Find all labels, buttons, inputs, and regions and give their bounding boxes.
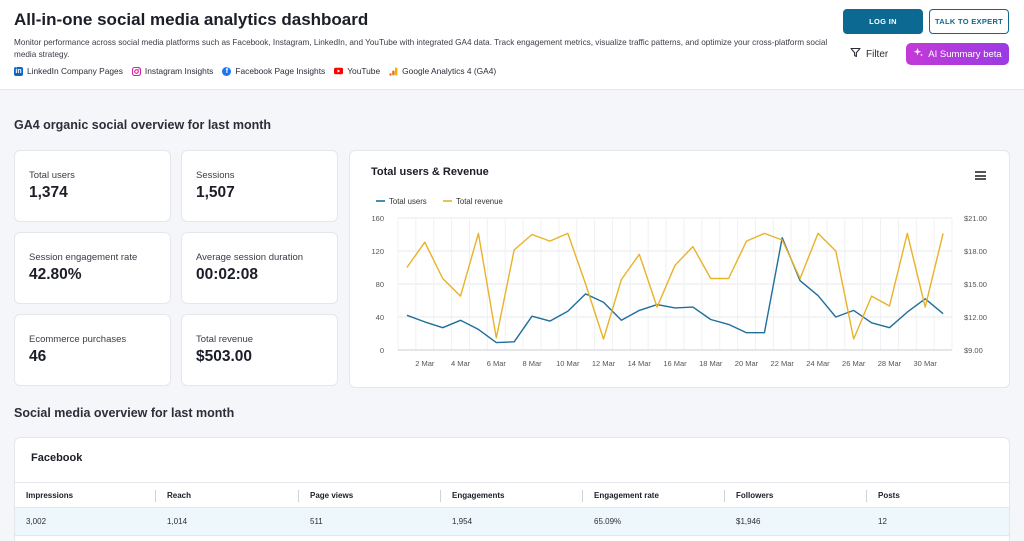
table-cell: 1,954 [452,517,473,526]
ai-summary-label: AI Summary beta [928,48,1002,60]
column-header[interactable]: Engagements [452,490,505,500]
x-tick-label: 4 Mar [451,359,471,368]
table-row: 3,002 1,014 511 1,954 65.09% $1,946 12 [15,508,1009,536]
x-tick-label: 10 Mar [556,359,580,368]
kpi-card-total-users: Total users 1,374 [14,150,171,222]
y-left-tick-label: 0 [380,346,384,355]
y-right-tick-label: $18.00 [964,247,987,256]
kpi-card-total-revenue: Total revenue $503.00 [181,314,338,386]
legend-label: Total revenue [456,197,503,206]
data-sources-list: in LinkedIn Company Pages Instagram Insi… [14,66,496,76]
kpi-card-sessions: Sessions 1,507 [181,150,338,222]
social-section-title: Social media overview for last month [14,406,235,420]
x-tick-label: 6 Mar [487,359,507,368]
y-right-tick-label: $9.00 [964,346,983,355]
column-header[interactable]: Engagement rate [594,490,659,500]
source-facebook[interactable]: f Facebook Page Insights [222,66,325,76]
column-header[interactable]: Reach [167,490,192,500]
column-header[interactable]: Page views [310,490,354,500]
column-header[interactable]: Followers [736,490,774,500]
kpi-label: Total revenue [196,334,254,345]
x-tick-label: 12 Mar [592,359,616,368]
total-revenue-line [406,232,944,340]
kpi-value: $503.00 [196,348,253,365]
y-left-tick-label: 160 [371,214,384,223]
x-tick-label: 16 Mar [663,359,687,368]
y-right-tick-label: $15.00 [964,280,987,289]
column-header[interactable]: Posts [878,490,900,500]
kpi-card-ecommerce-purchases: Ecommerce purchases 46 [14,314,171,386]
kpi-label: Average session duration [196,252,304,263]
kpi-value: 00:02:08 [196,266,259,283]
column-header[interactable]: Impressions [26,490,74,500]
facebook-icon: f [222,66,232,76]
x-tick-label: 20 Mar [735,359,759,368]
table-header-row: Impressions Reach Page views Engagements… [15,482,1009,508]
linkedin-icon: in [14,66,23,76]
table-cell: 3,002 [26,517,47,526]
table-cell: 12 [878,517,887,526]
source-label: LinkedIn Company Pages [27,66,123,76]
source-linkedin[interactable]: in LinkedIn Company Pages [14,66,123,76]
x-tick-label: 14 Mar [628,359,652,368]
y-right-tick-label: $12.00 [964,313,987,322]
source-ga4[interactable]: Google Analytics 4 (GA4) [389,66,496,76]
x-tick-label: 8 Mar [522,359,542,368]
chart-title: Total users & Revenue [371,166,489,178]
x-tick-label: 28 Mar [878,359,902,368]
total-users-line [406,237,944,344]
table-cell: 1,014 [167,517,188,526]
source-label: YouTube [347,66,381,76]
kpi-label: Sessions [196,170,235,181]
google-analytics-icon [389,67,398,76]
table-cell: 511 [310,517,323,526]
instagram-icon [131,66,141,76]
login-button[interactable]: LOG IN [843,9,923,34]
page-description: Monitor performance across social media … [14,38,828,59]
y-left-tick-label: 80 [376,280,384,289]
source-label: Instagram Insights [144,66,214,76]
talk-to-expert-button[interactable]: TALK TO EXPERT [929,9,1009,34]
users-revenue-chart: 0 40 80 120 160 $9.00 $12.00 $15.00 $18.00 $21.00… [371,197,987,368]
youtube-icon [334,67,344,76]
kpi-value: 46 [29,348,47,365]
kpi-label: Total users [29,170,75,181]
source-instagram[interactable]: Instagram Insights [131,66,214,76]
kpi-value: 42.80% [29,266,82,283]
filter-icon [850,47,861,61]
filter-button[interactable]: Filter [850,44,888,64]
kpi-value: 1,374 [29,184,68,201]
kpi-label: Session engagement rate [29,252,138,263]
source-label: Facebook Page Insights [235,66,326,76]
x-tick-label: 30 Mar [914,359,938,368]
y-right-tick-label: $21.00 [964,214,987,223]
x-tick-label: 18 Mar [699,359,723,368]
x-tick-label: 26 Mar [842,359,866,368]
source-youtube[interactable]: YouTube [334,66,380,76]
table-cell: $1,946 [736,517,761,526]
filter-label: Filter [866,48,889,60]
kpi-label: Ecommerce purchases [29,334,127,345]
facebook-table-title: Facebook [31,452,83,464]
hamburger-menu-icon[interactable] [975,171,986,180]
facebook-table-card: Facebook Impressions Reach Page views En… [14,437,1010,541]
dashboard-header: All-in-one social media analytics dashbo… [0,0,1024,90]
sparkle-icon [913,47,924,61]
kpi-card-engagement-rate: Session engagement rate 42.80% [14,232,171,304]
ga4-section-title: GA4 organic social overview for last mon… [14,118,272,132]
legend-label: Total users [389,197,427,206]
table-cell: 65.09% [594,517,622,526]
source-label: Google Analytics 4 (GA4) [402,66,497,76]
kpi-value: 1,507 [196,184,235,201]
page-title: All-in-one social media analytics dashbo… [14,10,369,29]
users-revenue-chart-card: Total users & Revenue 0 40 80 120 160 $9.00 $1… [349,150,1010,388]
ai-summary-button[interactable]: AI Summary beta [906,43,1009,65]
y-left-tick-label: 40 [376,313,384,322]
kpi-card-avg-session-duration: Average session duration 00:02:08 [181,232,338,304]
y-left-tick-label: 120 [371,247,384,256]
x-tick-label: 24 Mar [806,359,830,368]
x-tick-label: 2 Mar [415,359,435,368]
x-tick-label: 22 Mar [771,359,795,368]
